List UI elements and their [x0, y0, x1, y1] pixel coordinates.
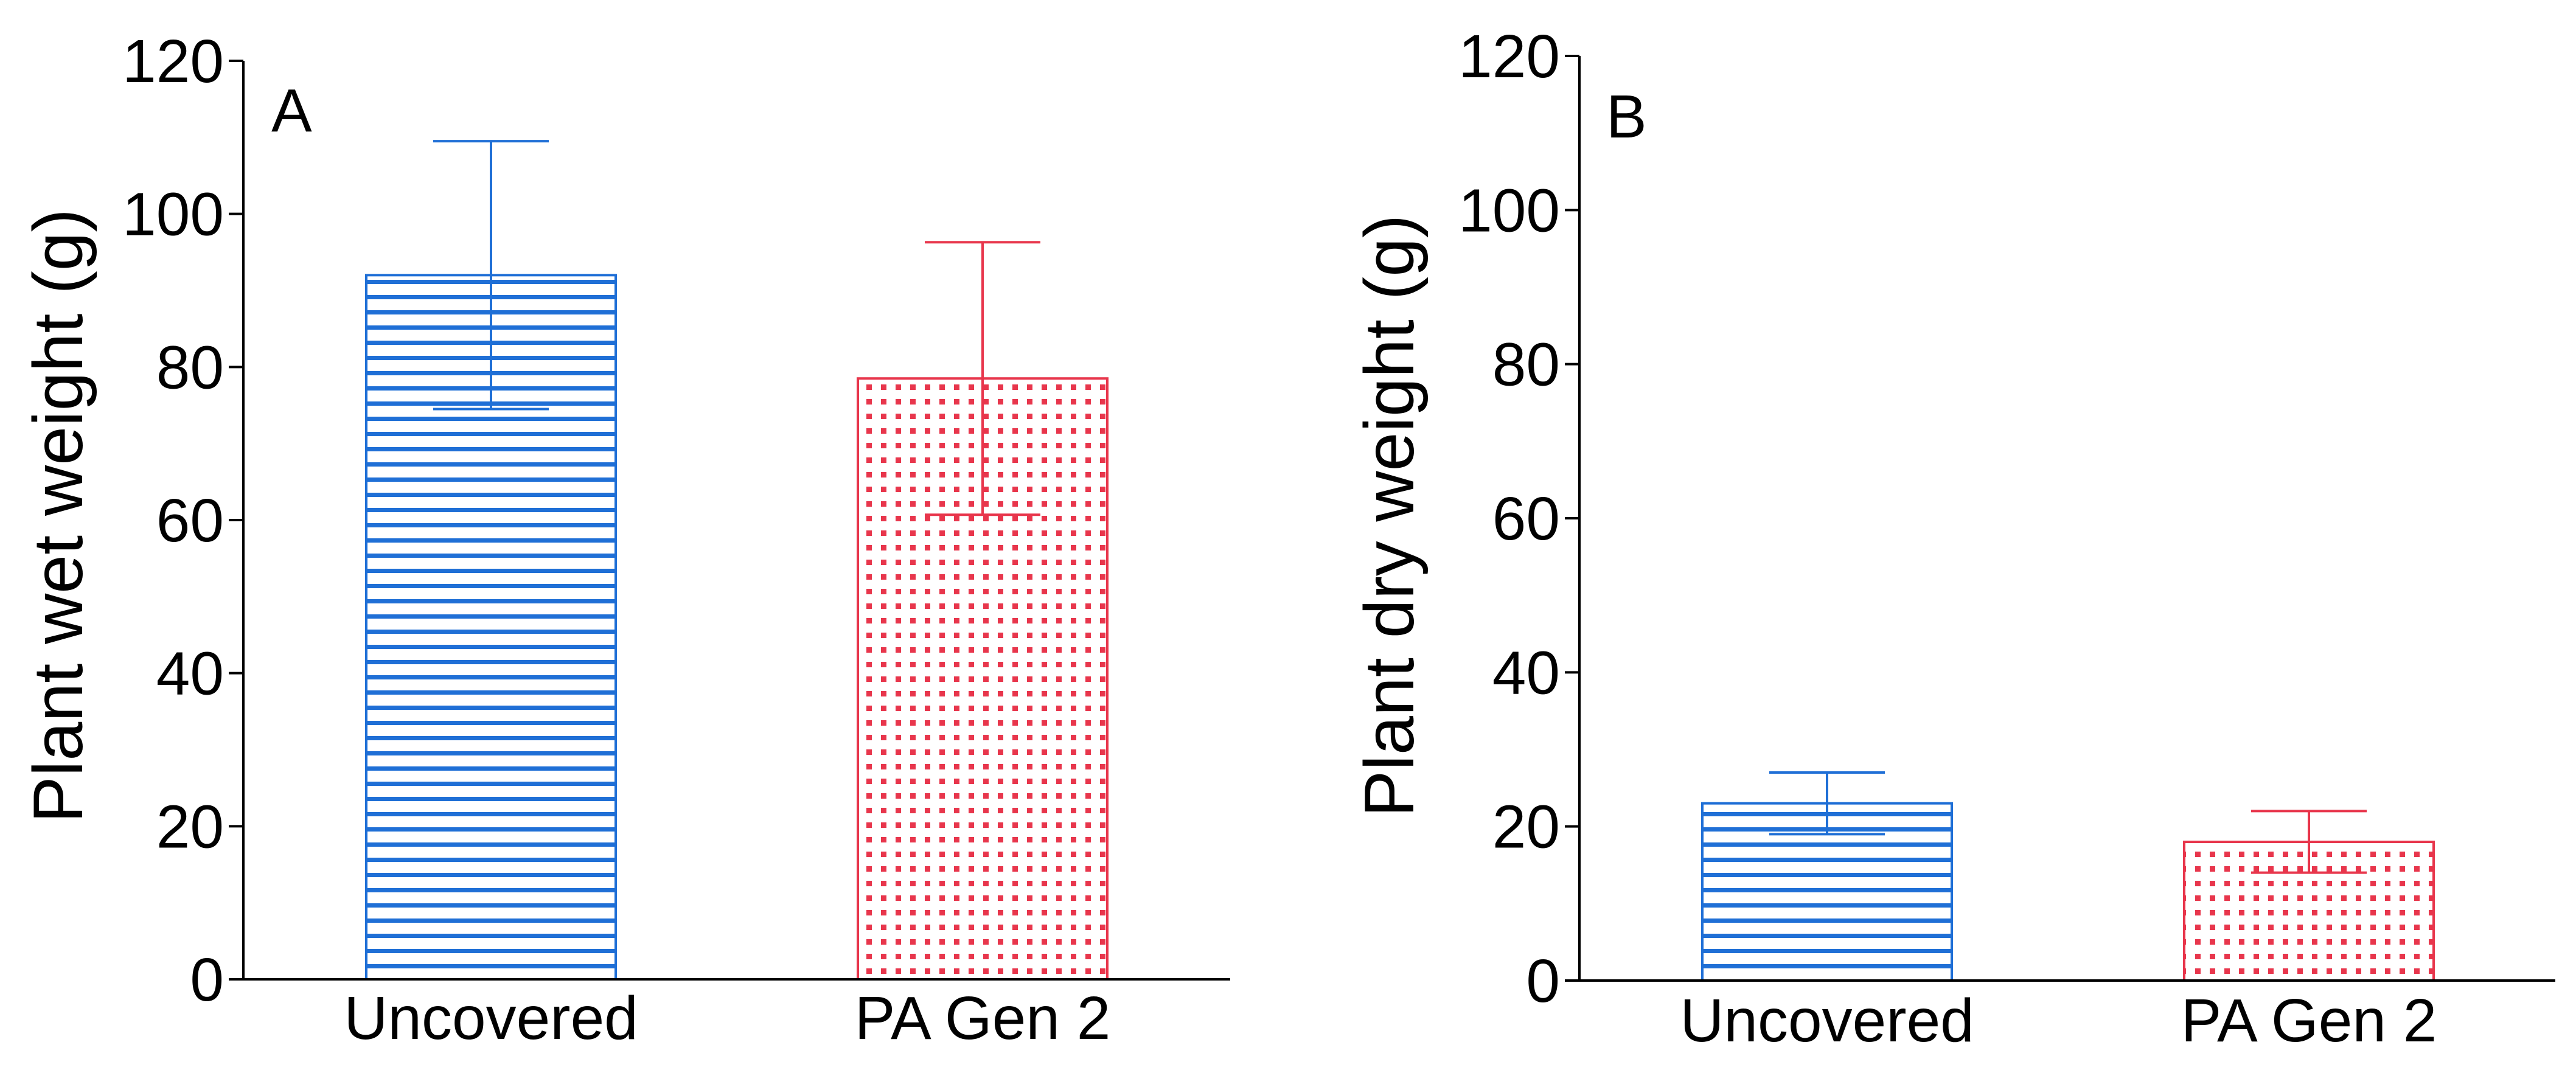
panel-b-ylabel: Plant dry weight (g) [1351, 215, 1429, 818]
panel-b-category-uncovered: Uncovered [1680, 987, 1974, 1055]
panel-b-category-pa-gen-2: PA Gen 2 [2181, 987, 2437, 1055]
panel-a-ytick-label: 0 [190, 946, 224, 1014]
panel-a-category-pa-gen-2: PA Gen 2 [855, 984, 1111, 1052]
panel-a-ytick-label: 60 [156, 487, 224, 555]
panel-b-ytick-label: 120 [1458, 23, 1560, 91]
panel-b-ytick-label: 40 [1492, 639, 1560, 707]
panel-b-ytick-label: 100 [1458, 176, 1560, 245]
panel-b: B Plant dry weight (g) 0 20 40 60 80 100 120 U… [1351, 23, 2555, 1055]
panel-a-ytick-label: 80 [156, 333, 224, 401]
panel-b-marks: 0 20 40 60 80 100 120 [1458, 23, 2435, 1015]
panel-b-ytick-label: 60 [1492, 485, 1560, 553]
panel-a-ytick-label: 40 [156, 640, 224, 708]
panel-b-ytick-label: 80 [1492, 331, 1560, 399]
panel-a-ytick-label: 120 [122, 27, 224, 95]
panel-a-letter: A [271, 77, 312, 145]
panel-b-ytick-label: 0 [1526, 947, 1560, 1015]
panel-b-ytick-label: 20 [1492, 793, 1560, 861]
panel-a-ytick-label: 100 [122, 181, 224, 249]
panel-a: A Plant wet weight (g) 0 20 40 60 80 100 120 U… [19, 27, 1230, 1052]
panel-a-category-uncovered: Uncovered [344, 984, 638, 1052]
panel-a-ytick-label: 20 [156, 793, 224, 861]
panel-a-marks: 0 20 40 60 80 100 120 [122, 27, 1109, 1014]
panel-a-ylabel: Plant wet weight (g) [19, 209, 97, 823]
panel-b-letter: B [1606, 83, 1647, 151]
